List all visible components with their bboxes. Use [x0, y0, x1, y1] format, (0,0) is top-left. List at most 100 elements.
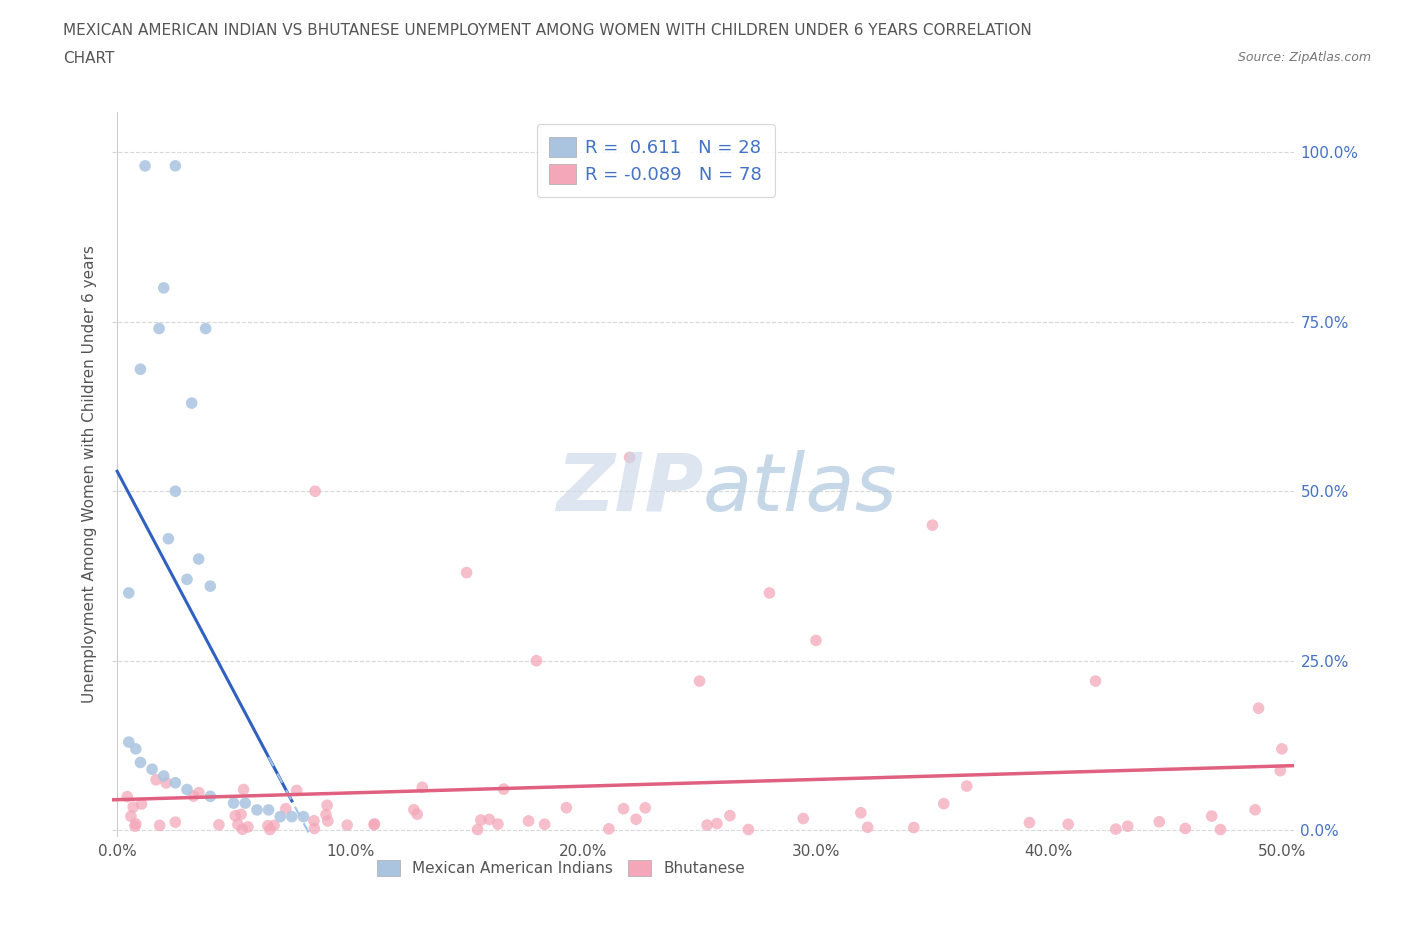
Point: [1105, 821, 1128, 836]
Point: [598, 821, 620, 836]
Point: [257, 818, 280, 833]
Point: [257, 803, 280, 817]
Point: [187, 785, 209, 800]
Point: [470, 813, 492, 828]
Point: [263, 818, 285, 833]
Point: [619, 450, 641, 465]
Point: [180, 395, 202, 410]
Point: [856, 820, 879, 835]
Legend: Mexican American Indians, Bhutanese: Mexican American Indians, Bhutanese: [370, 853, 754, 884]
Point: [129, 362, 152, 377]
Point: [176, 782, 198, 797]
Point: [155, 776, 177, 790]
Point: [526, 653, 548, 668]
Point: [131, 797, 153, 812]
Point: [758, 586, 780, 601]
Point: [274, 802, 297, 817]
Point: [956, 778, 979, 793]
Point: [125, 741, 148, 756]
Y-axis label: Unemployment Among Women with Children Under 6 years: Unemployment Among Women with Children U…: [82, 246, 97, 703]
Text: atlas: atlas: [703, 450, 898, 528]
Point: [336, 817, 359, 832]
Point: [804, 633, 827, 648]
Point: [187, 551, 209, 566]
Point: [737, 822, 759, 837]
Point: [533, 817, 555, 831]
Point: [624, 812, 647, 827]
Point: [1149, 815, 1171, 830]
Point: [689, 673, 711, 688]
Point: [706, 817, 728, 831]
Point: [149, 818, 172, 833]
Point: [200, 578, 222, 593]
Point: [231, 822, 253, 837]
Point: [148, 321, 170, 336]
Point: [224, 808, 246, 823]
Text: Source: ZipAtlas.com: Source: ZipAtlas.com: [1237, 51, 1371, 64]
Point: [402, 803, 425, 817]
Point: [115, 790, 138, 804]
Point: [222, 796, 245, 811]
Point: [555, 800, 578, 815]
Point: [634, 801, 657, 816]
Point: [932, 796, 955, 811]
Point: [315, 807, 337, 822]
Point: [129, 755, 152, 770]
Point: [165, 815, 187, 830]
Point: [467, 822, 489, 837]
Point: [517, 814, 540, 829]
Point: [232, 782, 254, 797]
Point: [141, 762, 163, 777]
Point: [165, 776, 187, 790]
Point: [1247, 700, 1270, 715]
Text: CHART: CHART: [63, 51, 115, 66]
Point: [478, 812, 501, 827]
Point: [229, 807, 252, 822]
Point: [208, 817, 231, 832]
Point: [406, 807, 429, 822]
Point: [1270, 764, 1292, 778]
Point: [269, 809, 291, 824]
Point: [281, 809, 304, 824]
Point: [363, 817, 385, 832]
Point: [236, 819, 259, 834]
Point: [122, 800, 145, 815]
Text: ZIP: ZIP: [555, 450, 703, 528]
Point: [292, 809, 315, 824]
Point: [165, 484, 187, 498]
Point: [1057, 817, 1080, 831]
Point: [165, 158, 187, 173]
Point: [792, 811, 814, 826]
Point: [456, 565, 478, 580]
Point: [200, 789, 222, 804]
Point: [903, 820, 925, 835]
Point: [152, 768, 174, 783]
Point: [118, 586, 141, 601]
Point: [316, 798, 339, 813]
Point: [134, 158, 156, 173]
Point: [486, 817, 509, 831]
Point: [1271, 741, 1294, 756]
Point: [246, 803, 269, 817]
Point: [125, 817, 148, 831]
Point: [492, 782, 515, 797]
Point: [145, 772, 167, 787]
Point: [1174, 821, 1197, 836]
Point: [176, 572, 198, 587]
Point: [718, 808, 741, 823]
Point: [363, 817, 385, 831]
Point: [304, 821, 326, 836]
Point: [285, 783, 308, 798]
Point: [157, 531, 180, 546]
Point: [1244, 803, 1267, 817]
Point: [316, 814, 339, 829]
Point: [233, 796, 256, 811]
Point: [1201, 809, 1223, 824]
Point: [226, 817, 249, 832]
Point: [259, 822, 281, 837]
Point: [194, 321, 217, 336]
Point: [1209, 822, 1232, 837]
Point: [120, 809, 142, 824]
Point: [921, 518, 943, 533]
Point: [124, 818, 146, 833]
